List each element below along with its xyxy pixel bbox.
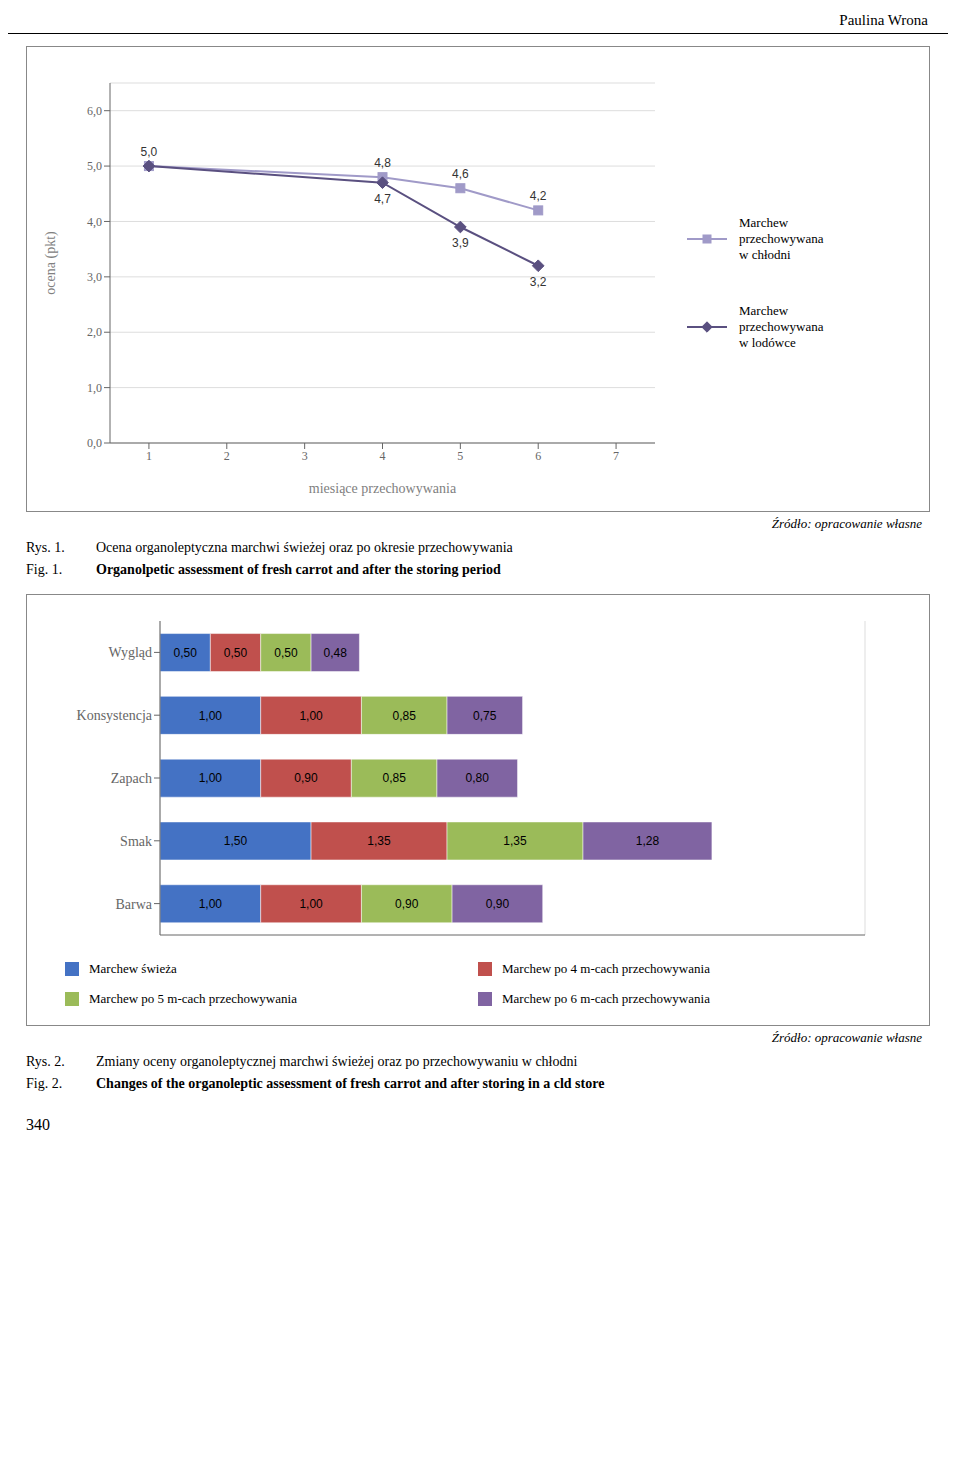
html-text:Ocena organoleptyczna marchwi: Ocena organoleptyczna marchwi świeżej or… (96, 540, 513, 555)
html-text:Organolpetic assessment of fre: Organolpetic assessment of fresh carrot … (96, 562, 501, 577)
html-text:340: 340 (26, 1116, 50, 1133)
svg-text:0,48: 0,48 (324, 646, 348, 660)
svg-text:1,35: 1,35 (367, 834, 391, 848)
html-text:Marchew przechowywana w lodówc: Marchew przechowywana w lodówce (739, 303, 824, 350)
html-text:Marchew świeża: Marchew świeża (89, 961, 177, 976)
html-text:Źródło: opracowanie własne: Źródło: opracowanie własne (771, 1030, 922, 1045)
html-text:Marchew przechowywana w chłodn: Marchew przechowywana w chłodni (739, 215, 824, 262)
svg-text:0,80: 0,80 (466, 771, 490, 785)
svg-text:7: 7 (613, 449, 619, 463)
svg-text:3: 3 (302, 449, 308, 463)
svg-text:0,85: 0,85 (382, 771, 406, 785)
html-text:Paulina Wrona: Paulina Wrona (839, 12, 928, 28)
svg-text:0,85: 0,85 (393, 709, 417, 723)
html-text:Rys. 2.: Rys. 2. (26, 1054, 65, 1069)
svg-text:4: 4 (380, 449, 386, 463)
svg-text:4,8: 4,8 (374, 156, 391, 170)
svg-text:2: 2 (224, 449, 230, 463)
svg-text:1,00: 1,00 (199, 771, 223, 785)
svg-text:5,0: 5,0 (87, 159, 102, 173)
svg-text:3,2: 3,2 (530, 275, 547, 289)
svg-text:3,0: 3,0 (87, 270, 102, 284)
svg-text:0,50: 0,50 (224, 646, 248, 660)
svg-text:4,7: 4,7 (374, 192, 391, 206)
svg-text:1,00: 1,00 (299, 709, 323, 723)
svg-text:1,0: 1,0 (87, 381, 102, 395)
html-text:Źródło: opracowanie własne: Źródło: opracowanie własne (771, 516, 922, 531)
html-text:Fig. 2.: Fig. 2. (26, 1076, 63, 1091)
svg-text:0,75: 0,75 (473, 709, 497, 723)
svg-text:1,50: 1,50 (224, 834, 248, 848)
svg-text:1,00: 1,00 (299, 897, 323, 911)
svg-text:miesiące przechowywania: miesiące przechowywania (309, 481, 457, 496)
svg-text:Wygląd: Wygląd (109, 645, 152, 660)
svg-text:0,90: 0,90 (395, 897, 419, 911)
html-text:Marchew po 6 m-cach przechowyw: Marchew po 6 m-cach przechowywania (502, 991, 710, 1006)
svg-text:Smak: Smak (120, 834, 152, 849)
svg-text:Barwa: Barwa (115, 897, 152, 912)
svg-text:6: 6 (535, 449, 541, 463)
svg-text:1,28: 1,28 (636, 834, 660, 848)
svg-text:1,35: 1,35 (503, 834, 527, 848)
svg-text:Konsystencja: Konsystencja (77, 708, 153, 723)
html-text:Fig. 1.: Fig. 1. (26, 562, 63, 577)
svg-text:Zapach: Zapach (111, 771, 152, 786)
svg-text:3,9: 3,9 (452, 236, 469, 250)
svg-text:ocena (pkt): ocena (pkt) (43, 231, 59, 295)
svg-text:1,00: 1,00 (199, 897, 223, 911)
svg-text:4,2: 4,2 (530, 189, 547, 203)
html-text:Marchew po 5 m-cach przechowyw: Marchew po 5 m-cach przechowywania (89, 991, 297, 1006)
svg-text:1: 1 (146, 449, 152, 463)
svg-text:0,50: 0,50 (274, 646, 298, 660)
svg-text:0,90: 0,90 (486, 897, 510, 911)
svg-text:5,0: 5,0 (141, 145, 158, 159)
html-text:Zmiany oceny organoleptycznej: Zmiany oceny organoleptycznej marchwi św… (96, 1054, 578, 1069)
html-text:Marchew po 4 m-cach przechowyw: Marchew po 4 m-cach przechowywania (502, 961, 710, 976)
svg-text:6,0: 6,0 (87, 104, 102, 118)
svg-text:1,00: 1,00 (199, 709, 223, 723)
svg-text:5: 5 (457, 449, 463, 463)
svg-text:4,0: 4,0 (87, 215, 102, 229)
svg-text:4,6: 4,6 (452, 167, 469, 181)
html-text:Changes of the organoleptic as: Changes of the organoleptic assessment o… (96, 1076, 605, 1091)
html-text:Rys. 1.: Rys. 1. (26, 540, 65, 555)
svg-text:0,50: 0,50 (173, 646, 197, 660)
svg-text:0,90: 0,90 (294, 771, 318, 785)
svg-text:0,0: 0,0 (87, 436, 102, 450)
svg-text:2,0: 2,0 (87, 325, 102, 339)
